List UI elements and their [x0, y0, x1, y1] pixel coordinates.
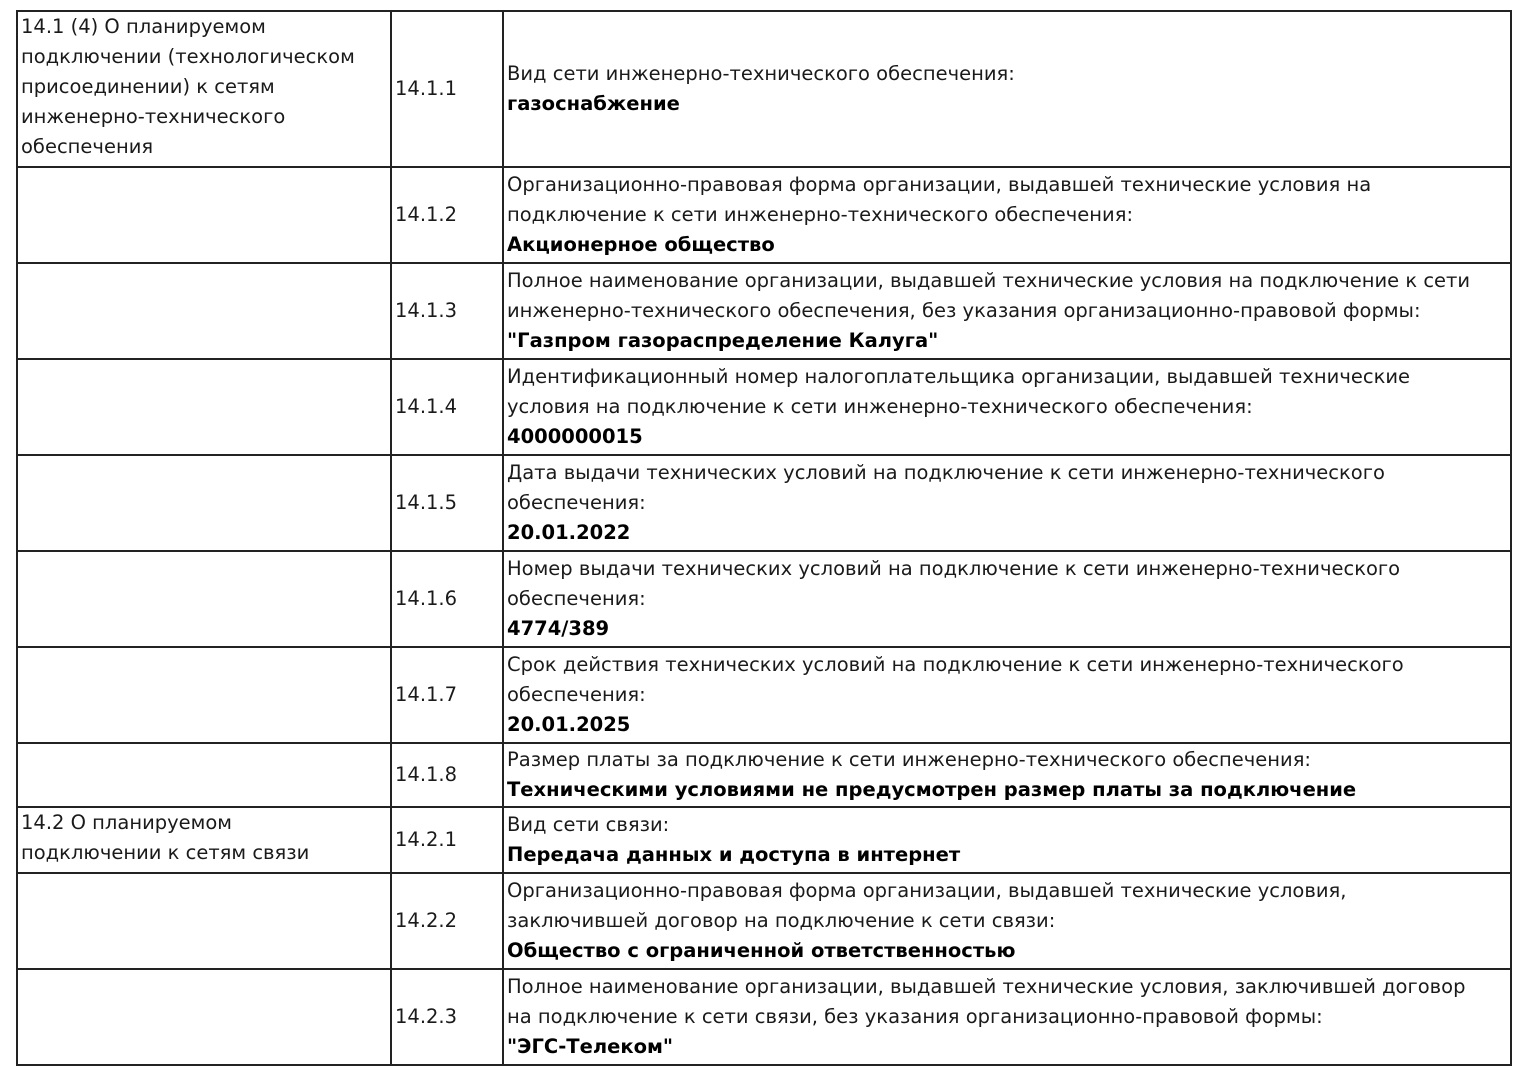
item-number: 14.2.2 [390, 872, 504, 970]
item-description-line: на подключение к сети связи, без указани… [507, 1005, 1323, 1028]
item-number: 14.1.1 [390, 10, 504, 168]
item-value: Акционерное общество [507, 233, 775, 256]
table-row: 14.2.2 Организационно-правовая форма орга… [16, 872, 1512, 970]
item-content: Идентификационный номер налогоплательщик… [502, 358, 1512, 456]
table-row: 14.1.4 Идентификационный номер налогоплат… [16, 358, 1512, 456]
table-row: 14.1.2 Организационно-правовая форма орга… [16, 166, 1512, 264]
section-cell [16, 646, 392, 744]
section-cell [16, 262, 392, 360]
item-value: Техническими условиями не предусмотрен р… [507, 778, 1357, 801]
table-row: 14.1.5 Дата выдачи технических условий на… [16, 454, 1512, 552]
item-description-line: Дата выдачи технических условий на подкл… [507, 461, 1385, 484]
section-cell [16, 872, 392, 970]
table-row: 14.1.7 Срок действия технических условий … [16, 646, 1512, 744]
section-title-line: 14.1 (4) О планируемом [21, 15, 266, 38]
item-description-line: Вид сети инженерно-технического обеспече… [507, 62, 1015, 85]
item-value: 20.01.2022 [507, 521, 631, 544]
item-value: Передача данных и доступа в интернет [507, 843, 961, 866]
item-number: 14.1.6 [390, 550, 504, 648]
item-number: 14.2.1 [390, 806, 504, 874]
item-description-line: обеспечения: [507, 491, 646, 514]
item-content: Вид сети связи: Передача данных и доступа… [502, 806, 1512, 874]
item-description-line: Вид сети связи: [507, 813, 670, 836]
item-value: 4774/389 [507, 617, 610, 640]
item-description-line: Размер платы за подключение к сети инжен… [507, 748, 1312, 771]
section-cell [16, 166, 392, 264]
item-description-line: подключение к сети инженерно-техническог… [507, 203, 1134, 226]
table-row: 14.1.8 Размер платы за подключение к сети… [16, 742, 1512, 808]
item-value: Общество с ограниченной ответственностью [507, 939, 1016, 962]
section-title-line: подключении к сетям связи [21, 841, 310, 864]
item-content: Организационно-правовая форма организаци… [502, 872, 1512, 970]
item-content: Номер выдачи технических условий на подк… [502, 550, 1512, 648]
item-number: 14.2.3 [390, 968, 504, 1066]
item-content: Дата выдачи технических условий на подкл… [502, 454, 1512, 552]
section-title-line: 14.2 О планируемом [21, 811, 233, 834]
item-value: газоснабжение [507, 92, 680, 115]
item-number: 14.1.7 [390, 646, 504, 744]
table-row: 14.2.3 Полное наименование организации, в… [16, 968, 1512, 1066]
table-row: 14.1.6 Номер выдачи технических условий н… [16, 550, 1512, 648]
item-description-line: обеспечения: [507, 587, 646, 610]
item-number: 14.1.8 [390, 742, 504, 808]
item-content: Срок действия технических условий на под… [502, 646, 1512, 744]
item-description-line: заключившей договор на подключение к сет… [507, 909, 1056, 932]
item-value: "Газпром газораспределение Калуга" [507, 329, 939, 352]
item-description-line: Организационно-правовая форма организаци… [507, 879, 1347, 902]
item-description-line: обеспечения: [507, 683, 646, 706]
item-content: Размер платы за подключение к сети инжен… [502, 742, 1512, 808]
item-description-line: Номер выдачи технических условий на подк… [507, 557, 1401, 580]
section-cell: 14.1 (4) О планируемом подключении (техно… [16, 10, 392, 168]
item-description-line: условия на подключение к сети инженерно-… [507, 395, 1253, 418]
section-cell [16, 358, 392, 456]
item-description-line: Полное наименование организации, выдавше… [507, 269, 1471, 292]
item-description-line: Идентификационный номер налогоплательщик… [507, 365, 1411, 388]
item-number: 14.1.3 [390, 262, 504, 360]
info-table: 14.1 (4) О планируемом подключении (техно… [16, 10, 1512, 1066]
item-number: 14.1.4 [390, 358, 504, 456]
section-cell: 14.2 О планируемом подключении к сетям св… [16, 806, 392, 874]
item-number: 14.1.2 [390, 166, 504, 264]
section-title-line: обеспечения [21, 135, 154, 158]
item-content: Полное наименование организации, выдавше… [502, 968, 1512, 1066]
item-content: Полное наименование организации, выдавше… [502, 262, 1512, 360]
section-title-line: присоединении) к сетям [21, 75, 275, 98]
section-title-line: подключении (технологическом [21, 45, 355, 68]
item-description-line: Полное наименование организации, выдавше… [507, 975, 1466, 998]
item-description-line: Срок действия технических условий на под… [507, 653, 1404, 676]
table-row: 14.1 (4) О планируемом подключении (техно… [16, 10, 1512, 168]
section-cell [16, 454, 392, 552]
section-title-line: инженерно-технического [21, 105, 286, 128]
item-description-line: Организационно-правовая форма организаци… [507, 173, 1372, 196]
section-cell [16, 968, 392, 1066]
item-value: 20.01.2025 [507, 713, 631, 736]
table-row: 14.1.3 Полное наименование организации, в… [16, 262, 1512, 360]
table-row: 14.2 О планируемом подключении к сетям св… [16, 806, 1512, 874]
item-number: 14.1.5 [390, 454, 504, 552]
section-cell [16, 742, 392, 808]
section-cell [16, 550, 392, 648]
item-content: Вид сети инженерно-технического обеспече… [502, 10, 1512, 168]
item-content: Организационно-правовая форма организаци… [502, 166, 1512, 264]
item-value: 4000000015 [507, 425, 643, 448]
item-value: "ЭГС-Телеком" [507, 1035, 674, 1058]
item-description-line: инженерно-технического обеспечения, без … [507, 299, 1421, 322]
